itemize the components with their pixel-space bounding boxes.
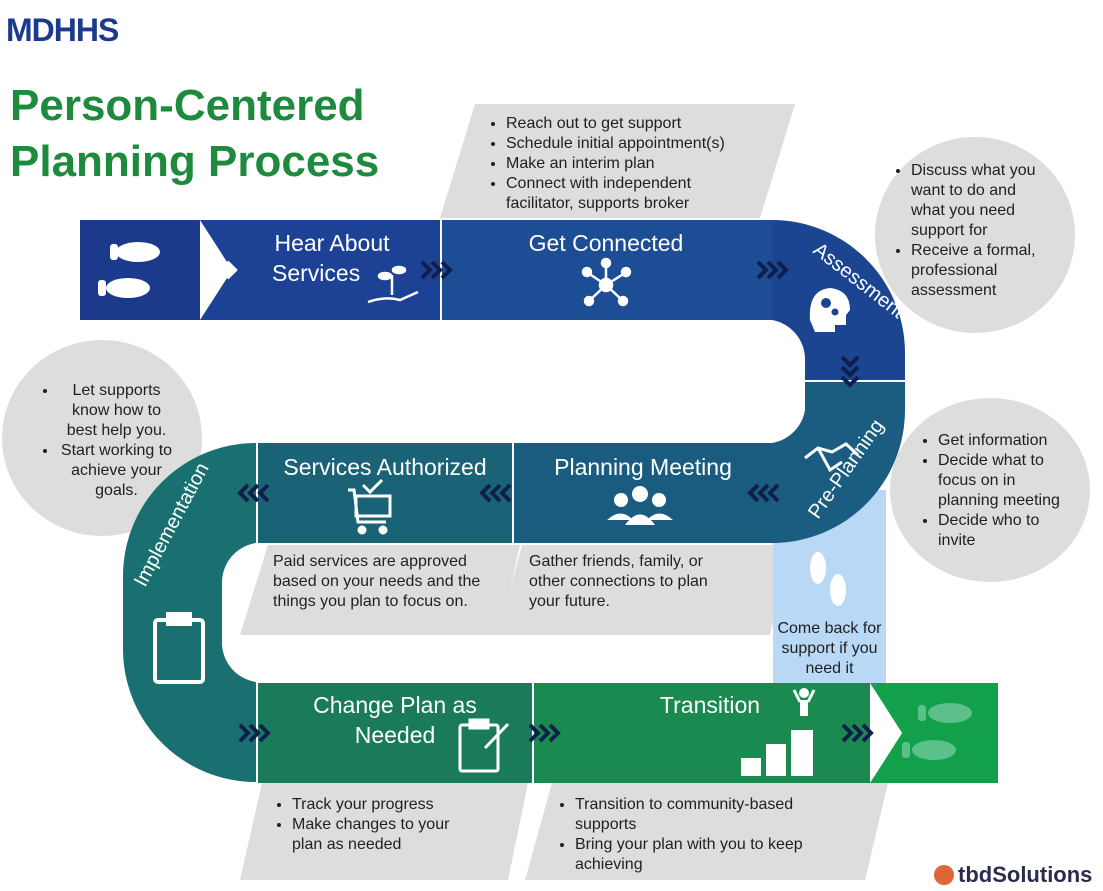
planning-label: Planning Meeting — [554, 454, 732, 480]
change-bullets: Track your progress Make changes to your… — [274, 795, 484, 855]
list-item: Make changes to your plan as needed — [292, 815, 484, 855]
logo-text: MDHHS — [6, 12, 119, 48]
list-item: Make an interim plan — [506, 154, 758, 174]
connected-callout-bg — [440, 104, 795, 218]
list-item: Bring your plan with you to keep achievi… — [575, 835, 847, 875]
list-item: Decide who to invite — [938, 511, 1070, 551]
change-label-line-1: Change Plan as — [313, 692, 477, 718]
page-title: Person-Centered Planning Process — [10, 78, 379, 190]
list-item: Decide what to focus on in planning meet… — [938, 451, 1070, 511]
clipboard-pencil-icon — [458, 718, 510, 773]
start-segment — [80, 220, 210, 320]
list-item: Transition to community-based supports — [575, 795, 847, 835]
come-back-text: Come back for support if you need it — [777, 620, 882, 677]
chevrons-top — [205, 260, 238, 280]
connected-label: Get Connected — [528, 230, 684, 256]
list-item: Track your progress — [292, 795, 484, 815]
services-description: Paid services are approved based on your… — [273, 553, 481, 610]
planning-callout-bg — [498, 545, 790, 635]
transition-label: Transition — [659, 692, 761, 718]
tbd-brand-text: tbdSolutions — [958, 862, 1093, 887]
footprints-start-icon — [98, 242, 160, 298]
transition-bullets: Transition to community-based supports B… — [557, 795, 847, 875]
hear-label-line-1: Hear About — [274, 230, 390, 256]
title-line-2: Planning Process — [10, 137, 380, 186]
list-item: Let supports know how to best help you. — [58, 381, 175, 441]
transition-segment — [534, 683, 874, 783]
change-label: Change Plan as Needed — [290, 690, 500, 750]
implementation-bullets: Let supports know how to best help you. … — [40, 381, 175, 501]
network-icon — [581, 257, 632, 307]
assessment-callout-bg — [875, 137, 1075, 333]
change-callout-bg — [240, 783, 528, 880]
group-people-icon — [607, 486, 673, 525]
implementation-callout-bg — [2, 340, 202, 536]
cart-check-icon — [348, 478, 392, 535]
services-label: Services Authorized — [283, 454, 487, 480]
hear-label: Hear About Services — [256, 228, 408, 288]
handshake-icon — [804, 442, 860, 473]
list-item: Receive a formal, professional assessmen… — [911, 241, 1053, 301]
transition-callout-bg — [525, 783, 888, 880]
list-item: Discuss what you want to do and what you… — [911, 161, 1053, 241]
change-segment — [258, 683, 532, 783]
planning-description: Gather friends, family, or other connect… — [529, 553, 708, 610]
come-back-footprints-icon — [810, 552, 846, 606]
list-item: Reach out to get support — [506, 114, 758, 134]
tbd-logo-mark-icon — [934, 865, 954, 885]
podium-person-icon — [741, 688, 816, 776]
preplanning-bullets: Get information Decide what to focus on … — [920, 431, 1070, 551]
tbd-solutions-logo: tbdSolutions — [934, 862, 1092, 888]
mdhhs-logo: MDHHS — [6, 12, 119, 49]
list-item: Get information — [938, 431, 1070, 451]
clipboard-icon — [153, 612, 205, 684]
gears-head-icon — [809, 288, 850, 332]
footprints-end-icon — [902, 703, 972, 760]
hear-segment — [200, 220, 440, 320]
title-line-1: Person-Centered — [10, 81, 365, 130]
change-label-line-2: Needed — [354, 722, 436, 748]
assessment-bullets: Discuss what you want to do and what you… — [893, 161, 1053, 301]
list-item: Start working to achieve your goals. — [58, 441, 175, 501]
preplanning-segment — [772, 382, 905, 543]
list-item: Connect with independent facilitator, su… — [506, 174, 758, 214]
services-callout-bg — [240, 545, 520, 635]
plant-hand-icon — [367, 265, 419, 304]
hear-label-line-2: Services — [272, 260, 361, 286]
connected-bullets: Reach out to get support Schedule initia… — [488, 114, 758, 214]
preplanning-callout-bg — [890, 398, 1090, 582]
list-item: Schedule initial appointment(s) — [506, 134, 758, 154]
chevron-icon — [420, 260, 433, 280]
